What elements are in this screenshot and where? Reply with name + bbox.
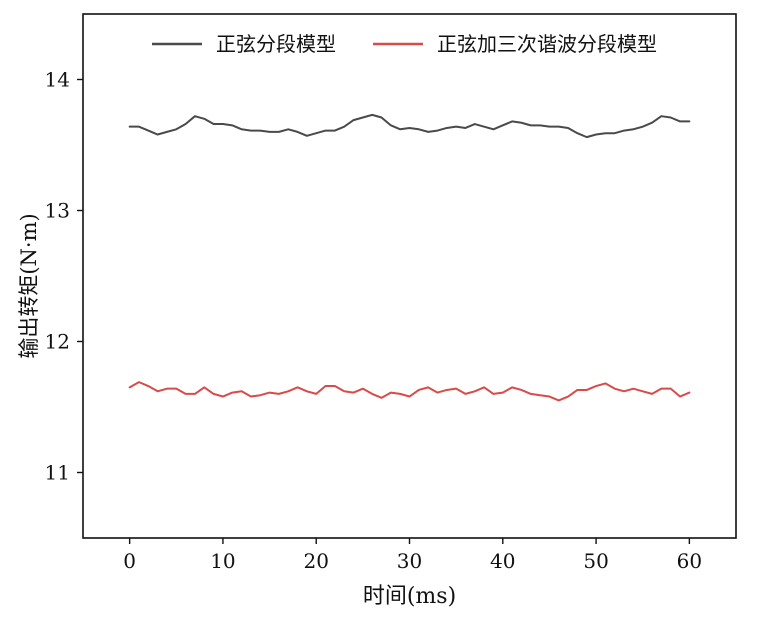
series-line-2 [128, 381, 691, 402]
y-axis-label: 输出转矩(N·m) [17, 213, 41, 358]
y-tick-label: 13 [45, 199, 70, 223]
axes-layer: 0 10 20 30 40 50 60 11 12 13 14 [45, 13, 737, 573]
y-tick-label: 12 [45, 330, 70, 354]
x-tick-label: 10 [210, 549, 235, 573]
plot-frame [82, 13, 737, 539]
x-tick-label: 40 [490, 549, 515, 573]
y-tick-label: 11 [45, 461, 70, 485]
series-line-1 [128, 113, 691, 139]
x-tick-label: 50 [583, 549, 608, 573]
x-axis-label: 时间(ms) [363, 584, 456, 609]
x-tick-label: 30 [397, 549, 422, 573]
legend-label-1: 正弦分段模型 [216, 32, 336, 56]
x-tick-label: 0 [123, 549, 136, 573]
x-tick-label: 20 [303, 549, 328, 573]
legend-label-2: 正弦加三次谐波分段模型 [437, 32, 657, 56]
legend: 正弦分段模型 正弦加三次谐波分段模型 [152, 32, 657, 56]
x-tick-label: 60 [677, 549, 702, 573]
series-lines-layer [128, 113, 691, 402]
y-tick-label: 14 [45, 68, 70, 92]
